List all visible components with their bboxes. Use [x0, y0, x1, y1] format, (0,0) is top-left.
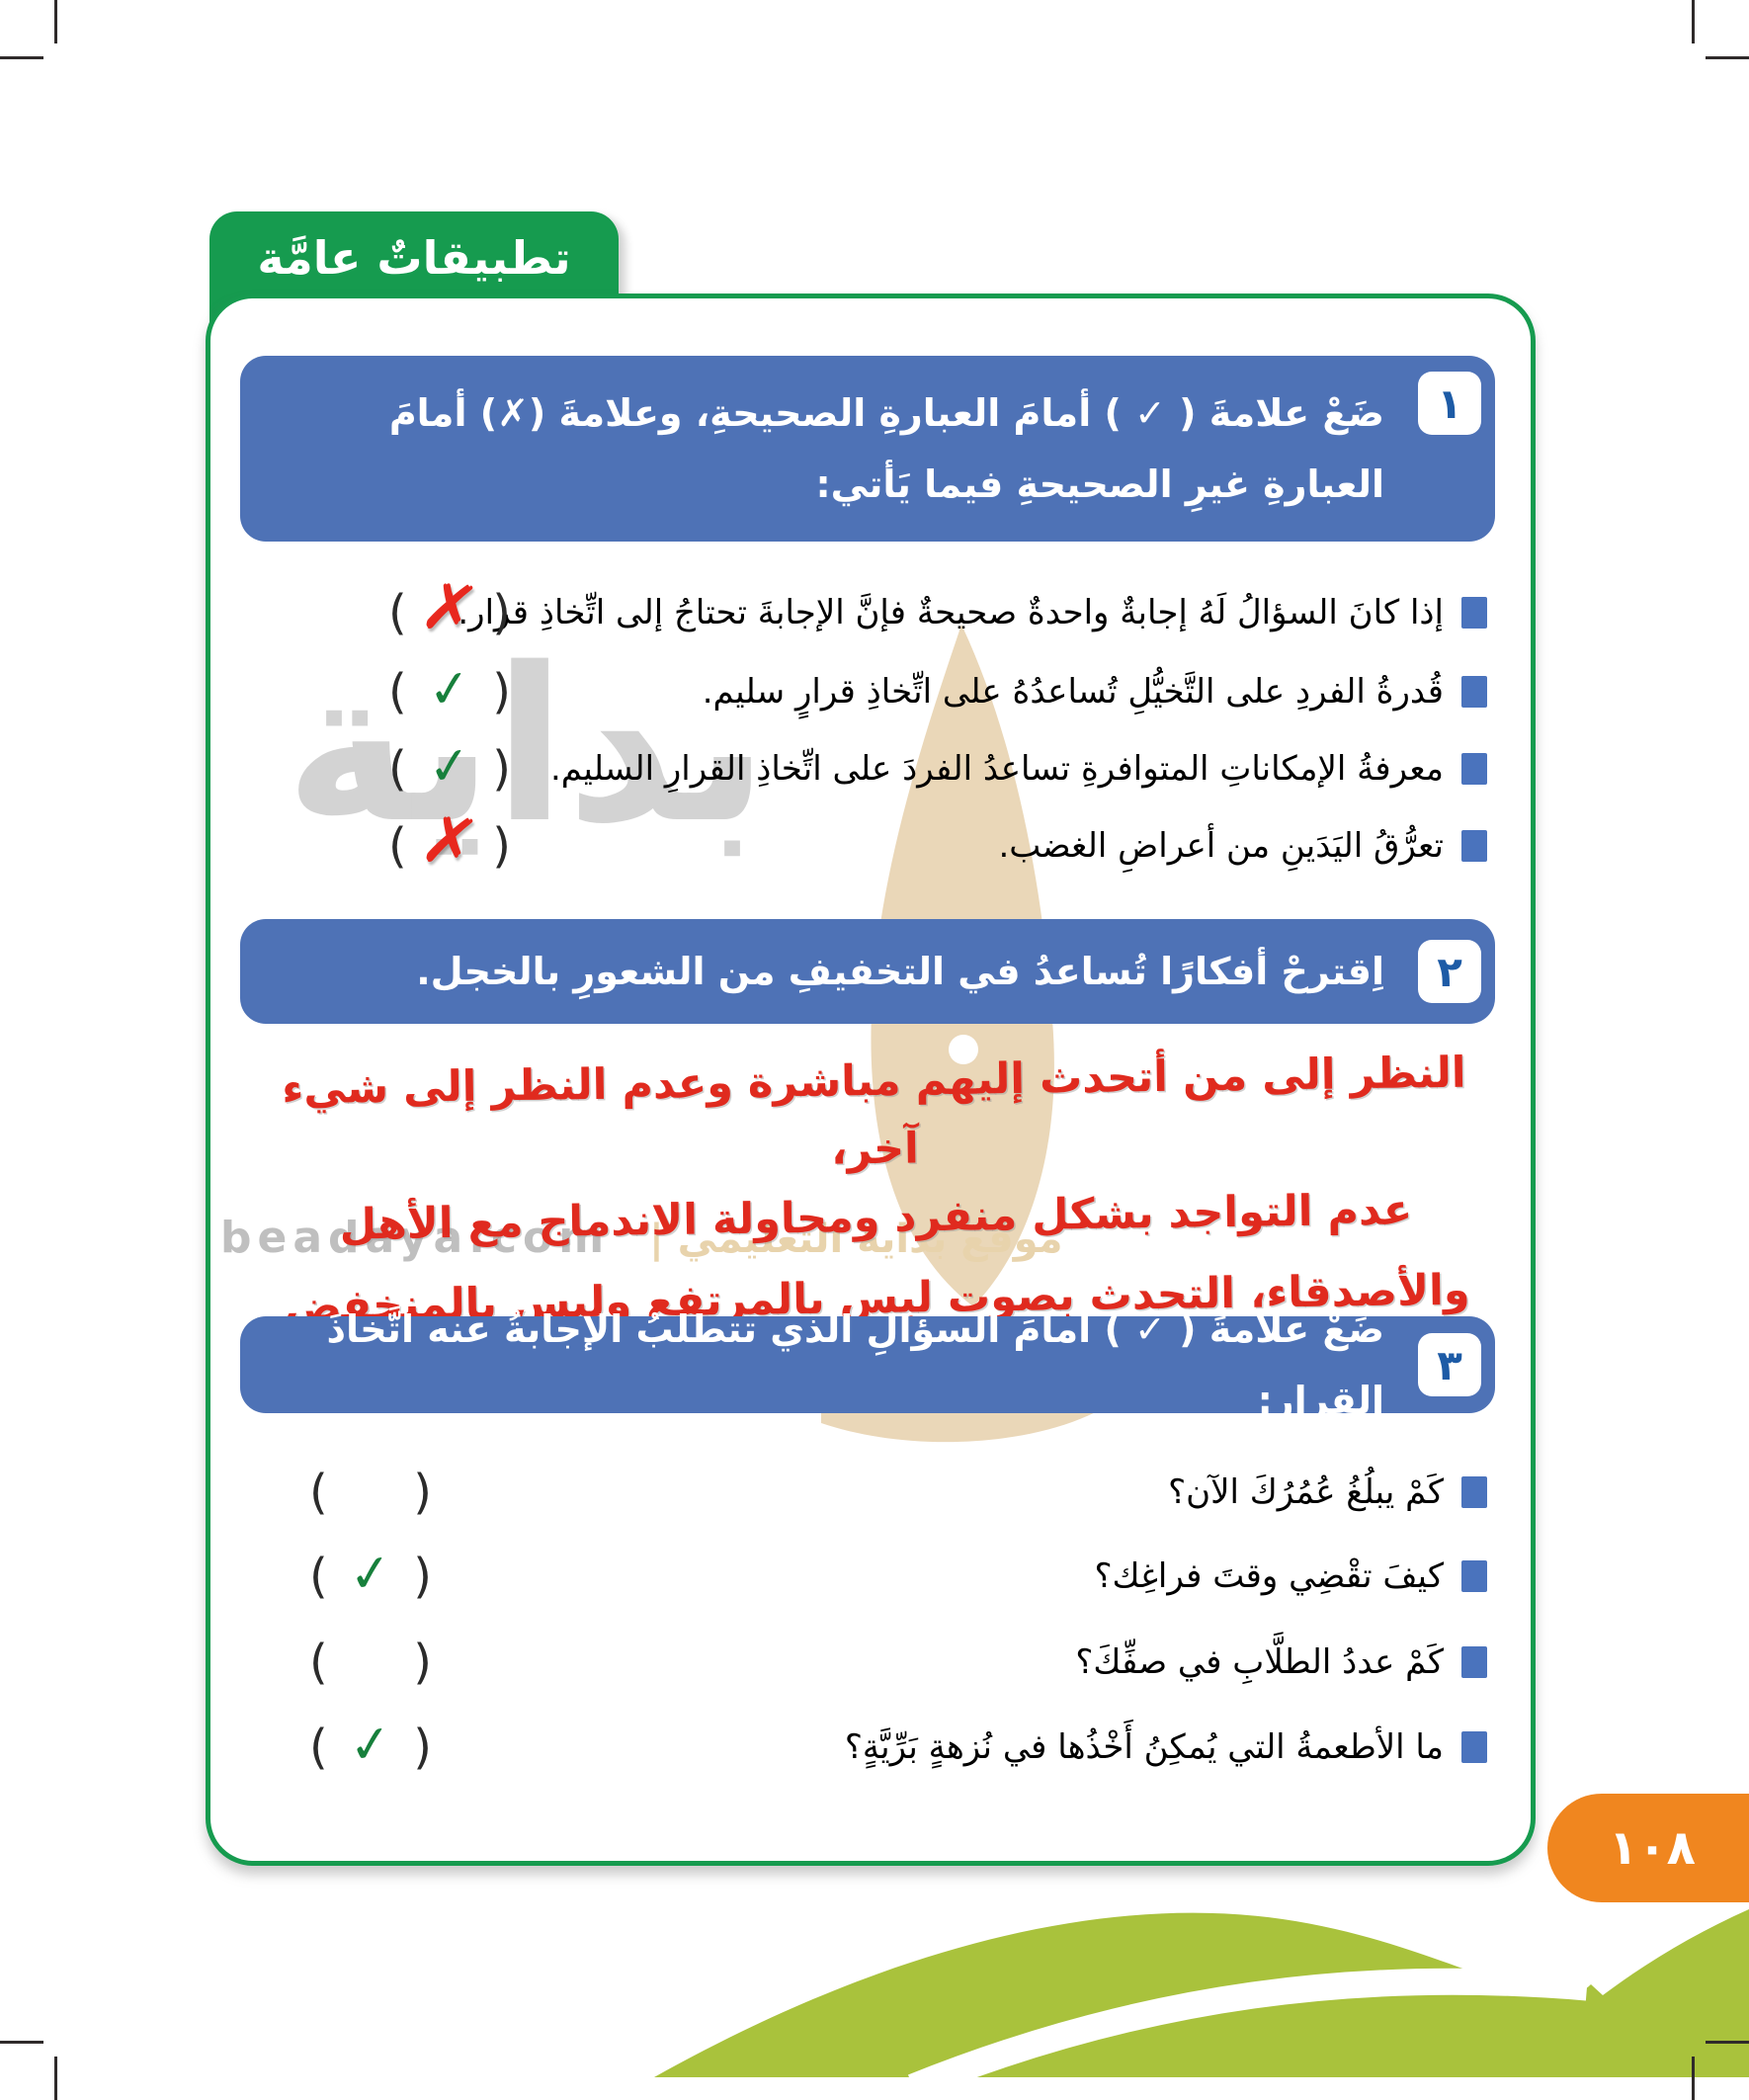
question-3-number: ٣	[1437, 1340, 1462, 1389]
crop-mark	[1692, 0, 1695, 43]
crop-mark	[54, 2057, 57, 2100]
section-title: تطبيقاتٌ عامَّة	[257, 231, 571, 285]
statement-row: قُدرةُ الفردِ على التَّخيُّلِ تُساعدُهُ …	[250, 655, 1487, 728]
paren-close: )	[413, 1635, 432, 1690]
question-3-prompt: ضَعْ علامةَ ( ✓ ) أمامَ السؤالِ الذي تتط…	[326, 1306, 1384, 1422]
paren-close: )	[492, 818, 511, 874]
page-number-badge: ١٠٨	[1547, 1794, 1749, 1902]
answer-slot[interactable]: ( ✓)	[388, 734, 511, 799]
answer-slot[interactable]: ( ✓)	[388, 657, 511, 722]
statement-text: معرفةُ الإمكاناتِ المتوافرةِ تساعدُ الفر…	[549, 749, 1444, 789]
bullet-square-icon	[1461, 1646, 1487, 1678]
page-number: ١٠٨	[1609, 1820, 1696, 1876]
bullet-square-icon	[1461, 830, 1487, 862]
footer-swoosh-decoration	[654, 1909, 1749, 2083]
statement-row: تعرُّقُ اليَدَينِ من أعراضِ الغضب. (✗)	[250, 798, 1487, 885]
statement-text: كيفَ تقْضِي وقتَ فراغِك؟	[1094, 1556, 1444, 1596]
paren-open: (	[388, 664, 407, 719]
statement-row: معرفةُ الإمكاناتِ المتوافرةِ تساعدُ الفر…	[250, 732, 1487, 805]
paren-open: (	[388, 818, 407, 874]
paren-close: )	[492, 664, 511, 719]
statement-text: كَمْ يبلُغُ عُمُرُكَ الآن؟	[1168, 1472, 1444, 1512]
crop-mark	[0, 2041, 43, 2044]
statement-row: ما الأطعمةُ التي يُمكِنُ أَخْذُها في نُز…	[250, 1711, 1487, 1784]
paren-open: (	[388, 741, 407, 797]
paren-open: (	[388, 585, 407, 640]
paren-close: )	[413, 1720, 432, 1775]
answer-mark: ✗	[415, 798, 485, 885]
question-2-prompt: اِقترحْ أفكارًا تُساعدُ في التخفيفِ من ا…	[416, 949, 1384, 993]
statement-row: إذا كانَ السؤالُ لَهُ إجابةٌ واحدةٌ صحيح…	[250, 565, 1487, 652]
answer-mark: ✗	[415, 565, 485, 652]
bullet-square-icon	[1461, 753, 1487, 785]
crop-mark	[54, 0, 57, 43]
answer-mark: ✓	[346, 1542, 395, 1607]
statement-row: كيفَ تقْضِي وقتَ فراغِك؟ ( ✓)	[250, 1540, 1487, 1613]
paren-open: (	[309, 1549, 328, 1604]
paren-open: (	[309, 1635, 328, 1690]
paren-open: (	[309, 1465, 328, 1520]
paren-close: )	[413, 1549, 432, 1604]
crop-mark	[1706, 2041, 1749, 2044]
statement-row: كَمْ يبلُغُ عُمُرُكَ الآن؟ ()	[250, 1456, 1487, 1529]
answer-slot[interactable]: ( ✓)	[309, 1713, 432, 1778]
bullet-square-icon	[1461, 1476, 1487, 1508]
question-1-prompt: ضَعْ علامةَ ( ✓ ) أمامَ العبارةِ الصحيحة…	[388, 391, 1384, 507]
paren-close: )	[492, 741, 511, 797]
worksheet-frame: بداية beadaya.com موقع بداية التعليمي | …	[206, 294, 1536, 1866]
question-2-number: ٢	[1437, 947, 1462, 996]
bullet-square-icon	[1461, 597, 1487, 629]
bullet-square-icon	[1461, 1560, 1487, 1592]
bullet-square-icon	[1461, 1731, 1487, 1763]
paren-open: (	[309, 1720, 328, 1775]
statement-text: قُدرةُ الفردِ على التَّخيُّلِ تُساعدُهُ …	[702, 672, 1444, 712]
question-3-banner: ٣ ضَعْ علامةَ ( ✓ ) أمامَ السؤالِ الذي ت…	[240, 1307, 1495, 1422]
question-2-number-badge: ٢	[1418, 940, 1481, 1003]
answer-slot[interactable]: ()	[309, 1635, 432, 1690]
statement-text: إذا كانَ السؤالُ لَهُ إجابةٌ واحدةٌ صحيح…	[458, 593, 1444, 632]
statement-text: تعرُّقُ اليَدَينِ من أعراضِ الغضب.	[998, 826, 1444, 866]
question-2-banner: ٢ اِقترحْ أفكارًا تُساعدُ في التخفيفِ من…	[240, 919, 1495, 1024]
answer-slot[interactable]: (✗)	[388, 798, 511, 885]
crop-mark	[1692, 2057, 1695, 2100]
answer-slot[interactable]: (✗)	[388, 565, 511, 652]
question-1-banner: ١ ضَعْ علامةَ ( ✓ ) أمامَ العبارةِ الصحي…	[240, 356, 1495, 543]
paren-close: )	[492, 585, 511, 640]
answer-slot[interactable]: ( ✓)	[309, 1542, 432, 1607]
statement-row: كَمْ عددُ الطلَّابِ في صفِّكَ؟ ()	[250, 1626, 1487, 1699]
answer-mark: ✓	[425, 657, 474, 722]
crop-mark	[1706, 56, 1749, 59]
answer-mark: ✓	[425, 734, 474, 799]
crop-mark	[0, 56, 43, 59]
statement-text: ما الأطعمةُ التي يُمكِنُ أَخْذُها في نُز…	[844, 1727, 1444, 1767]
question-1-number-badge: ١	[1418, 372, 1481, 435]
answer-line: النظر إلى من أتحدث إليهم مباشرة وعدم الن…	[281, 1048, 1466, 1175]
question-1-number: ١	[1437, 378, 1462, 428]
statement-text: كَمْ عددُ الطلَّابِ في صفِّكَ؟	[1075, 1642, 1444, 1682]
answer-mark: ✓	[346, 1713, 395, 1778]
question-3-number-badge: ٣	[1418, 1333, 1481, 1396]
answer-slot[interactable]: ()	[309, 1465, 432, 1520]
paren-close: )	[413, 1465, 432, 1520]
bullet-square-icon	[1461, 676, 1487, 708]
